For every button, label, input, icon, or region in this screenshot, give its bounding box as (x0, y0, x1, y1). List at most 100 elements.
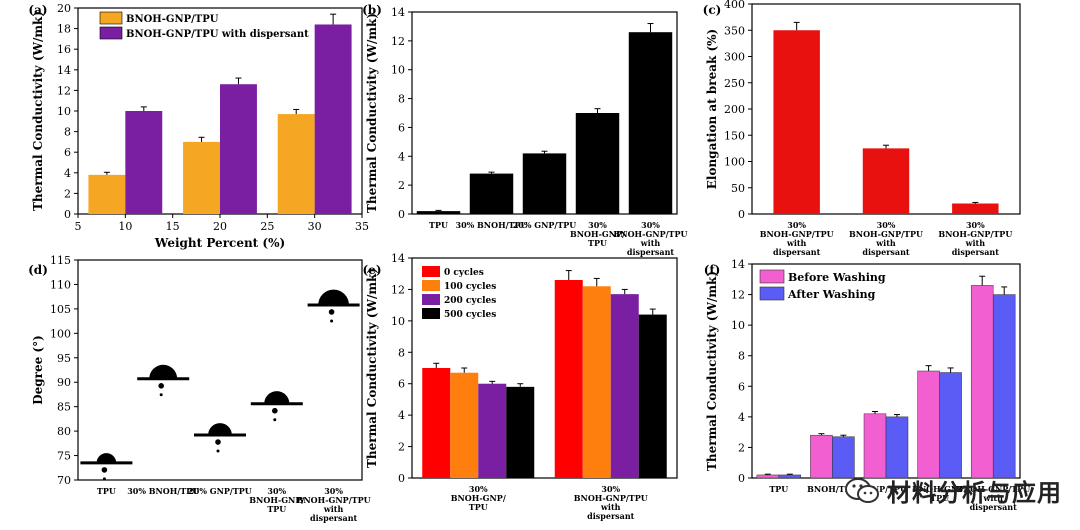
panel-b-bar (522, 153, 567, 214)
panel-c-ylabel: Elongation at break (%) (705, 29, 719, 189)
panel-b-xtick-label: BNOH-GNP/TPU (614, 229, 688, 239)
panel-e-bar (422, 368, 451, 478)
panel-f-ytick-label: 14 (731, 258, 745, 271)
panel-f-legend-label: Before Washing (788, 271, 886, 284)
panel-c-ytick-label: 300 (724, 51, 745, 64)
panel-e-bar (506, 386, 535, 478)
panel-f-bar (970, 285, 994, 479)
panel-e-legend-swatch (422, 294, 440, 305)
panel-c-xtick-label: dispersant (952, 247, 1000, 257)
panel-d-ytick-label: 85 (57, 401, 71, 414)
panel-a-xtick-label: 20 (213, 220, 227, 233)
panel-f-ytick-label: 2 (738, 441, 745, 454)
panel-c-xtick-label: with (875, 238, 896, 248)
panel-e-legend-label: 200 cycles (444, 296, 496, 306)
panel-c-ytick-label: 0 (738, 208, 745, 221)
panel-f-bar (810, 434, 833, 479)
panel-a-legend-swatch (99, 11, 123, 25)
panel-f-xtick-label: with (982, 493, 1003, 503)
panel-a-xlabel: Weight Percent (%) (154, 236, 285, 250)
panel-a-bar (277, 114, 315, 214)
panel-e-ytick-label: 14 (391, 252, 405, 265)
panel-d-ytick-label: 105 (50, 303, 71, 316)
panel-e-legend-swatch (422, 280, 440, 291)
panel-b-xtick-label: 30% (588, 220, 607, 230)
panel-c-bar (952, 203, 999, 214)
panel-b-ytick-label: 12 (391, 35, 405, 48)
panel-f-legend-swatch (759, 269, 785, 284)
panel-d-ytick-label: 110 (50, 278, 71, 291)
panel-c-xtick-label: 30% (966, 220, 985, 230)
panel-d-point (216, 449, 220, 453)
panel-a-xtick-label: 15 (166, 220, 180, 233)
panel-e-xtick-label: BNOH-GNP/ (451, 493, 506, 503)
panel-f-legend-label: After Washing (787, 288, 876, 301)
panel-e-bar (610, 294, 639, 478)
panel-b-ytick-label: 2 (398, 179, 405, 192)
wechat-icon (845, 477, 879, 503)
panel-d-droplet (318, 289, 349, 305)
panel-b-ytick-label: 0 (398, 208, 405, 221)
panel-a-ytick-label: 2 (64, 187, 71, 200)
panel-a-bar (125, 111, 163, 214)
panel-f-label: (f) (704, 263, 721, 277)
panel-a-xtick-label: 25 (260, 220, 274, 233)
panel-f-bar (917, 370, 940, 479)
panel-c-xtick-label: dispersant (773, 247, 821, 257)
panel-a-ytick-label: 18 (57, 23, 71, 36)
panel-e-frame (411, 257, 678, 479)
panel-a-legend-label: BNOH-GNP/TPU with dispersant (126, 29, 309, 40)
panel-c-ytick-label: 350 (724, 24, 745, 37)
panel-b-xtick-label: 30% (641, 220, 660, 230)
panel-d-ytick-label: 95 (57, 352, 71, 365)
panel-d-xtick-label: 30% BNOH/TPU (127, 486, 199, 496)
panel-d-point (158, 383, 164, 389)
panel-b-bar (469, 173, 514, 214)
panel-a-legend-label: BNOH-GNP/TPU (126, 14, 219, 25)
panel-e-ytick-label: 6 (398, 378, 405, 391)
panel-d-point (330, 319, 334, 323)
panel-a-label: (a) (28, 3, 47, 17)
panel-d-droplet (149, 364, 178, 379)
panel-d-label: (d) (28, 263, 48, 277)
panel-e-ytick-label: 8 (398, 346, 405, 359)
panel-d-point (273, 418, 277, 422)
panel-a-xtick-label: 30 (308, 220, 322, 233)
panel-a-legend-swatch (99, 26, 123, 40)
panel-a-ytick-label: 6 (64, 146, 71, 159)
panel-d-point (102, 477, 106, 481)
panel-a-ytick-label: 0 (64, 208, 71, 221)
panel-c-bar (773, 30, 820, 214)
panel-f-legend-swatch (759, 286, 785, 301)
panel-a-ytick-label: 4 (64, 167, 71, 180)
panel-c-xtick-label: dispersant (862, 247, 910, 257)
panel-f-bar (992, 294, 1016, 479)
panel-a-ytick-label: 16 (57, 43, 71, 56)
panel-e-xtick-label: TPU (469, 502, 488, 512)
panel-a-xtick-label: 10 (118, 220, 132, 233)
panel-e-legend-label: 0 cycles (444, 268, 484, 278)
panel-f-ytick-label: 8 (738, 350, 745, 363)
panel-e-bar (582, 286, 611, 478)
panel-b-bar (575, 113, 620, 214)
panel-f-bar (756, 474, 780, 479)
panel-d-xtick-label: 30% (324, 486, 343, 496)
panel-f-bar (885, 416, 909, 479)
panel-e-legend-swatch (422, 308, 440, 319)
panel-b-xtick-label: TPU (429, 220, 448, 230)
panel-c-ytick-label: 400 (724, 0, 745, 11)
panel-f-ylabel: Thermal Conductivity (W/mk) (705, 271, 719, 471)
panel-f-ytick-label: 6 (738, 380, 745, 393)
panel-b-xtick-label: with (640, 238, 661, 248)
panel-b-xtick-label: 30% BNOH/TPU (456, 220, 528, 230)
panel-d-xtick-label: TPU (267, 504, 286, 514)
panel-c-ytick-label: 150 (724, 129, 745, 142)
panel-a-ylabel: Thermal Conductivity (W/mk) (31, 11, 45, 211)
panel-e-bar (478, 383, 507, 478)
panel-c-ytick-label: 100 (724, 156, 745, 169)
panel-b-ytick-label: 6 (398, 121, 405, 134)
panel-c-xtick-label: BNOH-GNP/TPU (938, 229, 1012, 239)
panel-e-ytick-label: 10 (391, 315, 405, 328)
panel-f-bar (863, 413, 887, 479)
